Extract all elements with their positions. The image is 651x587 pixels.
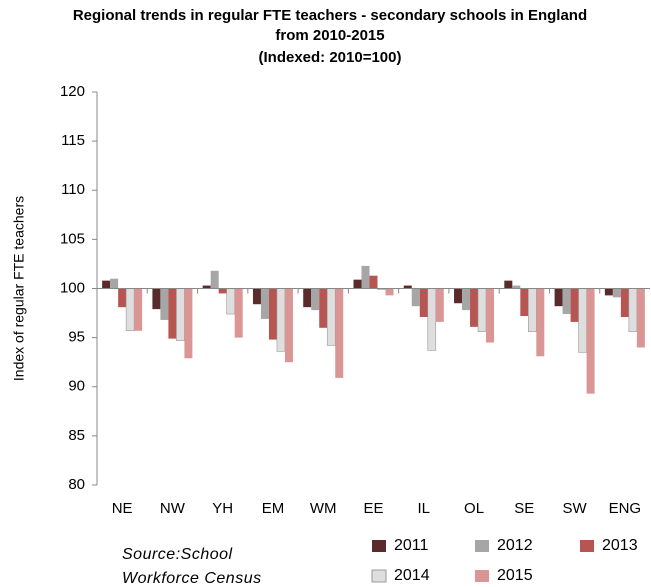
bar: [504, 280, 513, 289]
x-tick-label: SW: [563, 500, 588, 517]
y-axis-label: Index of regular FTE teachers: [11, 196, 27, 381]
bar: [210, 270, 219, 289]
x-tick-label: EM: [262, 500, 285, 517]
bar: [628, 288, 638, 333]
bar: [335, 288, 344, 378]
legend-label: 2014: [394, 567, 430, 584]
bar: [411, 288, 420, 307]
bar: [586, 288, 595, 394]
bar: [361, 265, 370, 289]
x-tick-label: WM: [310, 500, 337, 517]
x-tick-label: EE: [363, 500, 383, 517]
bar: [102, 280, 111, 289]
legend-swatch: [475, 570, 489, 582]
y-tick-label: 95: [68, 329, 85, 346]
bar: [486, 288, 495, 343]
bar: [470, 288, 479, 327]
bar: [435, 288, 444, 322]
bar: [419, 288, 428, 317]
bar: [554, 288, 563, 307]
y-tick-label: 90: [68, 378, 85, 395]
legend-swatch: [475, 540, 489, 552]
bar: [636, 288, 645, 348]
bar: [620, 288, 629, 317]
bar: [612, 288, 621, 298]
bar: [562, 288, 571, 315]
bar: [403, 285, 412, 289]
y-tick-label: 85: [68, 427, 85, 444]
bar: [353, 279, 362, 289]
bar: [319, 288, 328, 328]
bar: [125, 288, 135, 332]
y-tick-label: 120: [60, 83, 85, 100]
bar: [168, 288, 177, 339]
bar: [528, 288, 537, 333]
bar: [536, 288, 545, 357]
bar: [369, 275, 378, 289]
bar: [326, 288, 336, 346]
legend-swatch: [580, 540, 594, 552]
bar: [252, 288, 261, 305]
bar: [427, 288, 437, 351]
bar: [118, 288, 127, 308]
x-tick-label: NE: [112, 500, 133, 517]
y-tick-label: 105: [60, 230, 85, 247]
bar: [512, 285, 521, 289]
bar: [160, 288, 169, 320]
x-tick-label: SE: [514, 500, 534, 517]
bar: [477, 288, 487, 333]
bar: [578, 288, 587, 353]
bar: [110, 278, 119, 289]
legend-label: 2011: [394, 537, 429, 554]
x-tick-label: NW: [160, 500, 186, 517]
y-tick-label: 110: [61, 181, 85, 198]
x-tick-label: ENG: [609, 500, 642, 517]
bar: [260, 288, 269, 319]
bar: [202, 285, 211, 289]
bar: [234, 288, 243, 338]
bar: [570, 288, 579, 322]
legend-swatch: [371, 569, 387, 583]
bar: [385, 288, 394, 296]
bar: [134, 288, 143, 331]
bar: [152, 288, 161, 310]
source-note: Source:School Workforce Census: [122, 546, 262, 587]
bar: [454, 288, 463, 304]
x-tick-label: YH: [212, 500, 233, 517]
x-tick-label: IL: [418, 500, 431, 517]
bar: [311, 288, 320, 311]
bar: [176, 288, 185, 341]
chart-subtitle: (Indexed: 2010=100): [258, 49, 402, 66]
bar: [226, 288, 235, 315]
legend-label: 2015: [497, 567, 533, 584]
bar: [462, 288, 471, 311]
bar: [268, 288, 277, 340]
y-tick-label: 115: [61, 132, 85, 149]
bar: [218, 288, 227, 294]
bar: [520, 288, 529, 317]
bar: [276, 288, 286, 352]
bar: [184, 288, 193, 359]
bar: [284, 288, 293, 363]
y-tick-label: 100: [60, 279, 85, 296]
legend-label: 2013: [602, 537, 638, 554]
bar: [303, 288, 312, 308]
chart-title: Regional trends in regular FTE teachers …: [72, 7, 588, 44]
legend-label: 2012: [497, 537, 533, 554]
x-tick-label: OL: [464, 500, 484, 517]
legend-swatch: [372, 540, 386, 552]
bar: [604, 288, 613, 296]
y-tick-label: 80: [68, 476, 85, 493]
